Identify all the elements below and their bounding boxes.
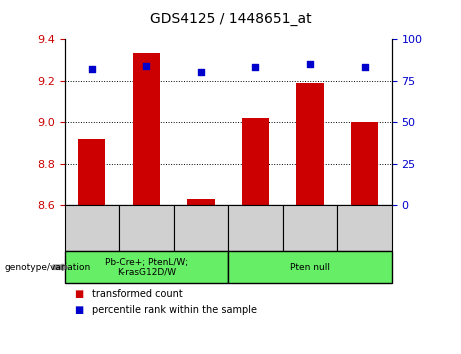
Point bbox=[197, 69, 205, 75]
Text: percentile rank within the sample: percentile rank within the sample bbox=[92, 305, 257, 315]
Point bbox=[361, 64, 368, 70]
Text: Pten null: Pten null bbox=[290, 263, 330, 272]
Point bbox=[252, 64, 259, 70]
Text: GDS4125 / 1448651_at: GDS4125 / 1448651_at bbox=[150, 12, 311, 27]
Text: genotype/variation: genotype/variation bbox=[5, 263, 91, 272]
Bar bbox=[133, 53, 160, 205]
Point bbox=[306, 61, 313, 67]
Text: ■: ■ bbox=[74, 305, 83, 315]
Text: transformed count: transformed count bbox=[92, 289, 183, 299]
Text: Pb-Cre+; PtenL/W;
K-rasG12D/W: Pb-Cre+; PtenL/W; K-rasG12D/W bbox=[105, 258, 188, 277]
Point bbox=[142, 63, 150, 68]
Bar bbox=[296, 82, 324, 205]
Text: ■: ■ bbox=[74, 289, 83, 299]
Bar bbox=[351, 122, 378, 205]
Bar bbox=[78, 139, 106, 205]
Bar bbox=[187, 199, 214, 205]
Bar bbox=[242, 118, 269, 205]
Point bbox=[88, 66, 95, 72]
